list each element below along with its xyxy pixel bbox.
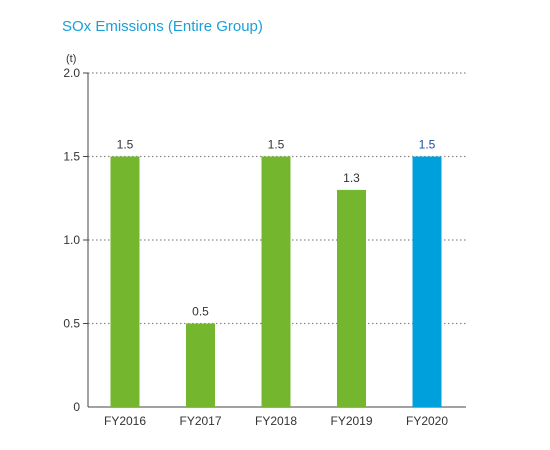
bar-value-label: 1.5 <box>419 138 436 152</box>
bar-value-label: 1.5 <box>268 138 285 152</box>
x-tick-label: FY2020 <box>406 414 448 428</box>
x-tick-label: FY2018 <box>255 414 297 428</box>
x-tick-label: FY2017 <box>179 414 221 428</box>
y-tick-label: 2.0 <box>63 66 80 80</box>
bar-fy2020 <box>412 156 442 407</box>
x-tick-label: FY2016 <box>104 414 146 428</box>
bar-fy2018 <box>261 156 291 407</box>
bar-value-label: 0.5 <box>192 305 209 319</box>
bar-fy2016 <box>110 156 140 407</box>
y-tick-label: 0.5 <box>63 317 80 331</box>
bar-fy2019 <box>337 189 366 407</box>
y-tick-label: 1.5 <box>63 150 80 164</box>
y-axis-unit-label: (t) <box>66 53 76 65</box>
y-tick-label: 0 <box>73 400 80 414</box>
x-tick-label: FY2019 <box>330 414 372 428</box>
bar-fy2017 <box>186 323 215 407</box>
bar-value-label: 1.5 <box>117 138 134 152</box>
y-tick-label: 1.0 <box>63 233 80 247</box>
chart-title: SOx Emissions (Entire Group) <box>62 18 263 35</box>
bar-value-label: 1.3 <box>343 171 360 185</box>
